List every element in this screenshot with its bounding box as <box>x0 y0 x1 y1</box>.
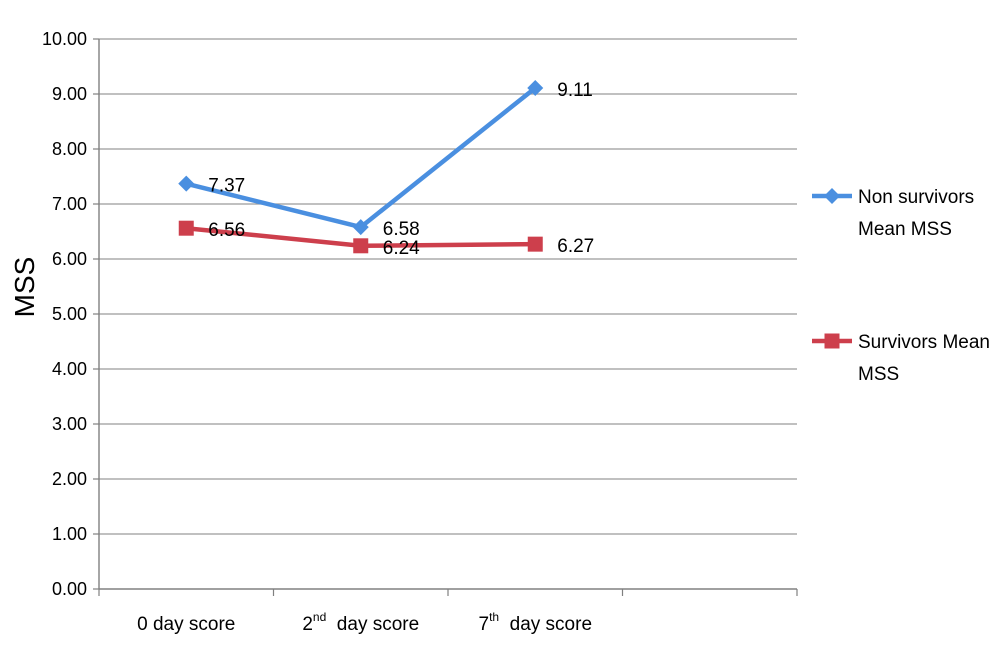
series-group: 7.37 6.58 9.11 6.56 6.24 6.27 <box>178 79 594 259</box>
data-label: 6.27 <box>557 236 594 257</box>
y-tick-label: 6.00 <box>52 249 87 269</box>
y-tick-label: 10.00 <box>42 29 87 49</box>
legend-label: Non survivors <box>858 187 974 208</box>
series-survivors: 6.56 6.24 6.27 <box>178 220 594 259</box>
y-tick-label: 2.00 <box>52 469 87 489</box>
data-label: 6.56 <box>208 220 245 241</box>
y-tick-label: 8.00 <box>52 139 87 159</box>
x-category-label: 7th day score <box>478 610 592 635</box>
y-tick-label: 9.00 <box>52 84 87 104</box>
axes <box>93 38 798 596</box>
y-tick-label: 1.00 <box>52 524 87 544</box>
data-label: 6.58 <box>383 219 420 240</box>
data-point-square <box>178 220 194 236</box>
x-category-label: 0 day score <box>137 614 235 635</box>
series-non-survivors: 7.37 6.58 9.11 <box>178 79 593 240</box>
legend-item: Survivors Mean MSS <box>812 332 990 385</box>
legend-marker-square <box>824 333 840 349</box>
data-label: 9.11 <box>557 80 593 101</box>
data-point-diamond <box>352 219 369 236</box>
data-point-square <box>353 238 369 254</box>
y-tick-label: 0.00 <box>52 579 87 599</box>
x-category-label: 2nd day score <box>302 610 419 635</box>
data-point-square <box>527 236 543 252</box>
legend: Non survivors Mean MSS Survivors Mean MSS <box>812 187 990 385</box>
y-tick-labels: 0.00 1.00 2.00 3.00 4.00 5.00 6.00 7.00 8.00 9.00… <box>42 29 87 599</box>
data-label: 6.24 <box>383 238 420 259</box>
legend-label: Mean MSS <box>858 219 952 240</box>
legend-marker-diamond <box>824 188 840 204</box>
gridlines <box>99 38 797 535</box>
data-label: 7.37 <box>208 176 245 197</box>
legend-item: Non survivors Mean MSS <box>812 187 974 240</box>
series-line <box>185 86 537 230</box>
y-axis-label: MSS <box>9 257 40 318</box>
y-tick-label: 3.00 <box>52 414 87 434</box>
legend-label: Survivors Mean <box>858 332 990 353</box>
y-tick-label: 7.00 <box>52 194 87 214</box>
y-tick-label: 5.00 <box>52 304 87 324</box>
legend-label: MSS <box>858 364 899 385</box>
data-point-diamond <box>178 175 195 192</box>
x-category-labels: 0 day score 2nd day score 7th day score <box>137 610 592 635</box>
y-tick-label: 4.00 <box>52 359 87 379</box>
data-point-diamond <box>527 79 544 96</box>
